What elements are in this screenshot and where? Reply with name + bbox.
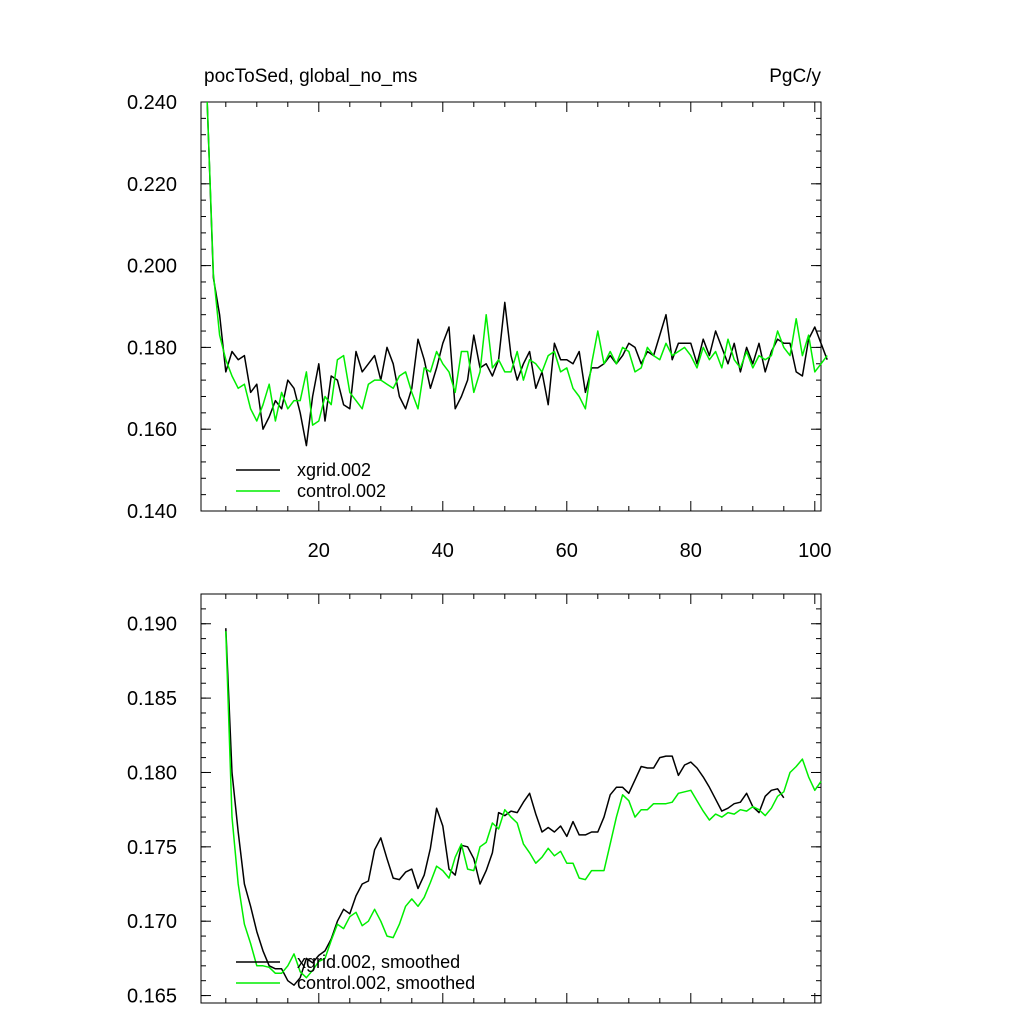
- y-tick-label: 0.160: [127, 419, 177, 441]
- x-tick-label: 20: [308, 540, 330, 562]
- series-line-0: [225, 628, 785, 986]
- plot-frame: [200, 101, 822, 512]
- legend-label: control.002, smoothed: [297, 973, 475, 993]
- legend-label: xgrid.002: [297, 460, 371, 480]
- y-tick-label: 0.170: [127, 911, 177, 933]
- y-tick-label: 0.180: [127, 762, 177, 784]
- y-tick-label: 0.240: [127, 92, 177, 114]
- plot-frame: [200, 593, 822, 1004]
- legend-label: xgrid.002, smoothed: [297, 952, 460, 972]
- y-tick-label: 0.180: [127, 337, 177, 359]
- y-tick-label: 0.220: [127, 174, 177, 196]
- y-tick-label: 0.140: [127, 501, 177, 523]
- legend-label: control.002: [297, 481, 386, 501]
- series-line-1: [225, 631, 822, 979]
- series-line-1: [206, 101, 828, 426]
- x-tick-label: 100: [798, 540, 831, 562]
- series-line-0: [206, 101, 828, 447]
- x-tick-label: 80: [680, 540, 702, 562]
- bottom-panel: 0.165 0.170 0.175 0.180 0.185 0.190 xgrid.002,…: [127, 593, 822, 1008]
- y-tick-label: 0.190: [127, 614, 177, 636]
- y-tick-label: 0.165: [127, 986, 177, 1008]
- chart-title: pocToSed, global_no_ms: [204, 66, 417, 87]
- x-tick-label: 40: [432, 540, 454, 562]
- y-tick-label: 0.175: [127, 837, 177, 859]
- x-tick-label: 60: [556, 540, 578, 562]
- chart-units: PgC/y: [769, 66, 821, 87]
- top-panel: 0.140 0.160 0.180 0.200 0.220 0.240 20 40 60 80 10…: [127, 92, 832, 562]
- y-tick-label: 0.200: [127, 256, 177, 278]
- y-tick-label: 0.185: [127, 688, 177, 710]
